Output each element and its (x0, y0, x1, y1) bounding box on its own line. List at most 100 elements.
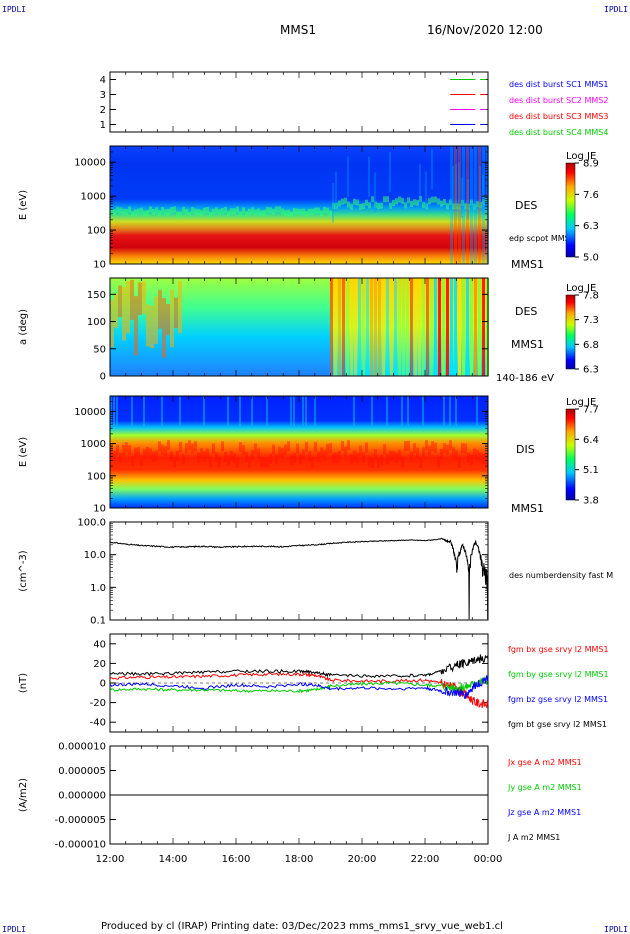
dis-energy-ytick-label: 1000 (81, 439, 106, 450)
dis-energy-texture-cell (422, 396, 424, 426)
dis-energy-texture-cell (485, 454, 488, 465)
dis-energy-texture-cell (278, 446, 281, 457)
time-tick-label: 22:00 (411, 854, 440, 865)
des-energy-burst-stripe (462, 146, 465, 264)
burst-ytick-label: 3 (100, 90, 106, 101)
des-energy-burst-stripe (482, 146, 485, 264)
dis-energy-texture-cell (227, 455, 230, 466)
des-energy-texture-cell (299, 208, 302, 215)
dis-energy-texture-cell (434, 442, 437, 453)
des-energy-texture-cell (482, 174, 484, 215)
des-pitch-stripe (466, 278, 469, 376)
des-energy-texture-cell (401, 197, 404, 204)
des-energy-texture-cell (251, 207, 254, 214)
dis-energy-ylabel: E (eV) (18, 437, 29, 467)
burst-ytick-label: 4 (100, 75, 106, 86)
des-energy-texture-cell (227, 210, 230, 217)
dis-energy-texture-cell (293, 453, 296, 464)
dis-energy-texture-cell (326, 444, 329, 455)
des-energy-colorbar-title: Log JE (566, 151, 596, 162)
des-pitch-stripe (378, 278, 381, 376)
dis-energy-texture-cell (296, 443, 299, 454)
dis-energy-texture-cell (332, 453, 335, 464)
colorbar-tick-label: 3.8 (583, 496, 599, 507)
bfield-legend-item: fgm bz gse srvy l2 MMS1 (508, 695, 608, 704)
des-energy-texture-cell (461, 177, 463, 218)
des-energy-texture-cell (239, 211, 242, 218)
des-pitch-stripe (146, 304, 150, 347)
dis-energy-texture-cell (242, 444, 245, 455)
des-energy-texture-cell (389, 151, 391, 192)
dis-energy-texture-cell (407, 396, 409, 426)
des-energy-texture-cell (434, 196, 437, 203)
des-energy-texture-cell (410, 200, 413, 207)
dis-energy-texture-cell (317, 451, 320, 462)
des-pitch-stripe (170, 289, 174, 348)
des-pitch-stripe (346, 278, 349, 376)
des-pitch-stripe (154, 296, 158, 344)
dis-energy-texture-cell (338, 450, 341, 461)
des-energy-texture-cell (482, 199, 485, 206)
dis-energy-texture-cell (416, 447, 419, 458)
des-energy-texture-cell (374, 201, 377, 208)
des-energy-texture-cell (335, 171, 337, 212)
dis-energy-texture-cell (191, 443, 194, 454)
des-energy-burst-stripe (450, 146, 453, 264)
dis-energy-ytick-label: 100 (87, 471, 106, 482)
bfield-legend-item: fgm bx gse srvy l2 MMS1 (508, 645, 609, 654)
des-energy-texture-cell (389, 202, 392, 209)
panel-density: (cm^-3) 0.1 1.0 10.0 100.0 des numberdensit… (18, 518, 613, 627)
bfield-series-line (109, 675, 489, 699)
des-pitch-stripe (110, 299, 114, 348)
dis-energy-texture-cell (380, 455, 383, 466)
dis-energy-texture-cell (455, 396, 457, 426)
des-pitch-stripe (338, 278, 341, 376)
dis-energy-texture-cell (269, 454, 272, 465)
dis-energy-texture-cell (128, 445, 131, 456)
des-energy-texture-cell (287, 209, 290, 216)
des-energy-texture-cell (479, 202, 482, 209)
des-pitch-stripe (438, 278, 441, 376)
des-energy-texture-cell (248, 208, 251, 215)
des-pitch-label-des: DES (515, 305, 537, 318)
dis-energy-texture-cell (137, 447, 140, 458)
dis-energy-texture-cell (260, 457, 263, 468)
dis-energy-texture-cell (170, 451, 173, 462)
corner-label-bottom-right: IPDLI (604, 925, 628, 934)
dis-energy-texture-cell (443, 443, 446, 454)
des-energy-texture-cell (398, 196, 401, 203)
des-pitch-stripe (162, 298, 166, 358)
dis-energy-texture-cell (203, 396, 205, 426)
des-energy-texture-cell (320, 210, 323, 217)
des-energy-texture-cell (161, 206, 164, 213)
dis-energy-colorbar-title: Log JE (566, 397, 596, 408)
dis-energy-texture-cell (473, 448, 476, 459)
des-energy-texture-cell (452, 203, 455, 210)
dis-energy-texture-cell (353, 396, 355, 426)
des-energy-texture-cell (428, 198, 431, 205)
des-pitch-stripe (470, 278, 473, 376)
des-energy-texture-cell (110, 208, 113, 215)
dis-energy-texture-cell (302, 449, 305, 460)
dis-energy-texture-cell (239, 442, 242, 453)
des-energy-texture-cell (281, 208, 284, 215)
des-energy-texture-cell (191, 207, 194, 214)
des-pitch-stripe (398, 278, 401, 376)
des-energy-texture-cell (116, 206, 119, 213)
des-energy-texture-cell (305, 211, 308, 218)
des-energy-texture-cell (446, 203, 449, 210)
des-energy-texture-cell (380, 202, 383, 209)
current-ytick-label: -0.000005 (55, 815, 106, 826)
des-energy-texture-cell (443, 199, 446, 206)
des-energy-texture-cell (335, 202, 338, 209)
dis-energy-texture-cell (122, 444, 125, 455)
dis-energy-texture-cell (395, 452, 398, 463)
dis-energy-texture-cell (143, 396, 145, 426)
dis-energy-texture-cell (308, 450, 311, 461)
des-energy-texture-cell (290, 211, 293, 218)
dis-energy-texture-cell (218, 457, 221, 468)
panel-dis-energy: E (eV) 10 100 1000 10000 DIS MMS1 Log JE 7.… (18, 395, 599, 515)
dis-energy-texture-cell (407, 440, 410, 451)
des-energy-texture-cell (308, 208, 311, 215)
des-energy-texture-cell (317, 207, 320, 214)
